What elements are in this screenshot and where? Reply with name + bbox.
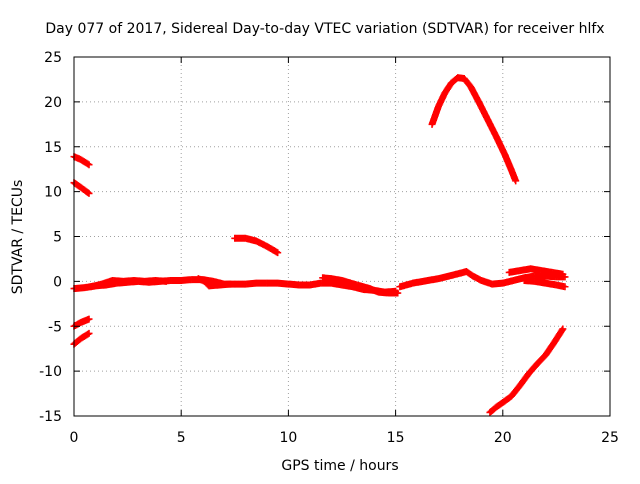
data-point xyxy=(512,177,520,185)
data-series xyxy=(87,276,170,291)
data-trace xyxy=(487,404,499,416)
data-series xyxy=(505,265,567,278)
y-axis-label: SDTVAR / TECUs xyxy=(10,180,26,295)
x-axis-label: GPS time / hours xyxy=(281,458,398,474)
ticks: 0 5 10 15 20 25 -15 -10 -5 0 5 10 15 20 25 xyxy=(39,50,619,446)
data-series xyxy=(194,275,235,290)
data-trace xyxy=(339,277,360,289)
data-trace xyxy=(534,352,549,367)
data-trace xyxy=(517,371,532,388)
y-tick-label: 0 xyxy=(53,274,62,290)
data-trace xyxy=(442,80,455,96)
data-point xyxy=(559,270,567,278)
data-series xyxy=(520,276,569,291)
data-series xyxy=(396,268,569,291)
y-tick-label: 25 xyxy=(44,50,62,66)
data-trace xyxy=(501,152,515,173)
x-tick-label: 15 xyxy=(387,430,405,446)
data-point xyxy=(85,189,93,197)
data-point xyxy=(561,283,569,291)
x-tick-label: 25 xyxy=(601,430,619,446)
data-point xyxy=(85,315,93,323)
data-series xyxy=(486,325,567,416)
data-trace xyxy=(484,117,500,140)
data-series xyxy=(319,274,402,297)
y-tick-label: -10 xyxy=(39,364,62,380)
x-tick-label: 0 xyxy=(70,430,79,446)
data-point xyxy=(85,329,93,337)
data-trace xyxy=(542,340,557,358)
y-tick-label: 5 xyxy=(53,230,62,246)
data-point xyxy=(162,277,170,285)
data-trace xyxy=(476,100,491,123)
x-tick-label: 5 xyxy=(177,430,186,446)
data-trace xyxy=(467,84,483,106)
x-tick-label: 20 xyxy=(494,430,512,446)
data-series xyxy=(231,234,282,257)
chart-title: Day 077 of 2017, Sidereal Day-to-day VTE… xyxy=(45,21,604,37)
data-trace xyxy=(525,361,540,377)
data-layer xyxy=(70,74,569,416)
data-trace xyxy=(508,383,523,399)
data-trace xyxy=(71,336,83,347)
x-tick-label: 10 xyxy=(279,430,297,446)
data-series xyxy=(70,179,93,197)
data-point xyxy=(227,280,235,288)
data-series xyxy=(70,153,93,169)
data-trace xyxy=(493,134,508,158)
data-trace xyxy=(429,104,442,127)
data-point xyxy=(274,249,282,257)
grid xyxy=(74,57,610,416)
y-tick-label: -15 xyxy=(39,409,62,425)
y-tick-label: 15 xyxy=(44,140,62,156)
data-trace xyxy=(551,326,566,345)
data-point xyxy=(559,325,567,333)
data-point xyxy=(394,289,402,297)
data-trace xyxy=(461,76,474,89)
y-tick-label: 20 xyxy=(44,95,62,111)
data-series xyxy=(428,74,520,185)
y-tick-label: -5 xyxy=(48,319,62,335)
data-point xyxy=(85,161,93,169)
y-tick-label: 10 xyxy=(44,185,62,201)
